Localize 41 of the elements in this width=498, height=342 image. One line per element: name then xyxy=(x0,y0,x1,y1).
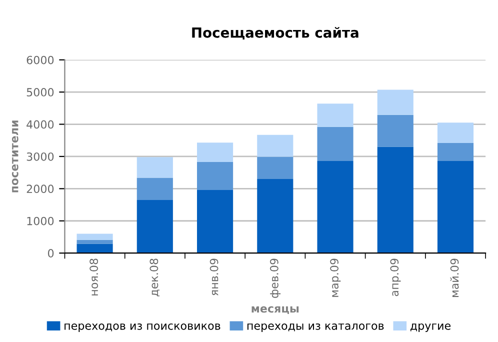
bar xyxy=(377,114,414,147)
bar xyxy=(257,156,294,180)
bar xyxy=(257,134,294,157)
bar xyxy=(136,200,173,254)
bar xyxy=(437,160,474,254)
bar xyxy=(377,146,414,254)
y-tick-label: 2000 xyxy=(26,184,54,194)
y-tick-label: 4000 xyxy=(26,120,54,129)
bar xyxy=(437,122,474,143)
x-tick-label: мар.09 xyxy=(330,258,341,297)
legend-label: переходы из каталогов xyxy=(247,323,384,332)
bar xyxy=(317,104,354,127)
y-axis-title: посетители xyxy=(12,120,18,192)
x-tick-label: ноя.08 xyxy=(90,258,98,296)
bar xyxy=(136,178,173,200)
bar xyxy=(76,240,113,244)
y-tick-label: 0 xyxy=(48,249,54,258)
bar xyxy=(377,90,414,115)
x-tick-label: май.09 xyxy=(450,258,459,298)
y-tick-label: 3000 xyxy=(26,152,54,161)
bar xyxy=(196,162,234,190)
bar xyxy=(196,190,234,254)
y-tick-label: 5000 xyxy=(26,88,54,96)
chart-title: Посещаемость сайта xyxy=(192,27,358,40)
x-tick-label: янв.09 xyxy=(210,258,218,296)
bar xyxy=(76,244,113,254)
bar xyxy=(437,142,474,161)
bar xyxy=(317,126,354,161)
bar xyxy=(76,234,113,240)
legend-label: другие xyxy=(410,323,451,332)
y-tick-label: 6000 xyxy=(26,56,54,64)
x-axis-title: месяцы xyxy=(252,306,299,314)
x-tick-label: апр.09 xyxy=(390,258,401,296)
x-tick-label: фев.09 xyxy=(270,258,281,298)
bar xyxy=(257,179,294,254)
x-tick-label: дек.08 xyxy=(150,258,160,296)
y-tick-label: 1000 xyxy=(27,216,54,226)
bar xyxy=(136,157,173,178)
bar xyxy=(317,160,354,254)
legend-label: переходов из поисковиков xyxy=(64,323,220,332)
bar xyxy=(196,142,234,162)
